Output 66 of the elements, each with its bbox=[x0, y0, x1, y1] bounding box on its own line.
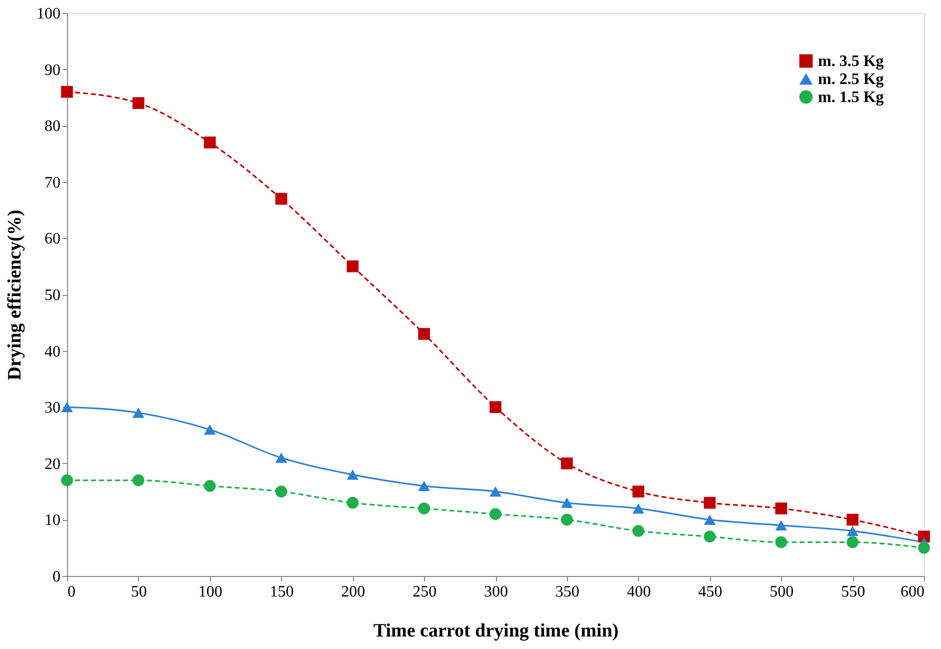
legend-label: m. 1.5 Kg bbox=[818, 89, 884, 106]
x-tick-label: 500 bbox=[770, 584, 794, 600]
point bbox=[561, 498, 573, 508]
point bbox=[775, 536, 788, 548]
y-tick-label: 20 bbox=[44, 456, 60, 473]
point bbox=[346, 496, 359, 509]
point bbox=[490, 401, 502, 414]
point bbox=[418, 480, 430, 492]
point bbox=[418, 328, 430, 340]
point bbox=[490, 486, 502, 497]
x-tick-label: 250 bbox=[412, 584, 437, 600]
point bbox=[418, 502, 430, 514]
point bbox=[775, 520, 788, 530]
point bbox=[846, 514, 858, 526]
point bbox=[632, 503, 644, 514]
x-tick-label: 150 bbox=[270, 584, 294, 600]
point bbox=[704, 530, 716, 542]
y-tick-label: 10 bbox=[44, 512, 60, 530]
x-tick-label: 350 bbox=[555, 584, 580, 600]
y-tick-label: 80 bbox=[44, 118, 60, 136]
y-tick-label: 60 bbox=[44, 230, 60, 248]
point bbox=[204, 424, 216, 435]
legend-label: m. 2.5 Kg bbox=[818, 71, 884, 88]
point bbox=[346, 260, 359, 272]
x-tick-label: 0 bbox=[68, 584, 76, 600]
x-tick-label: 200 bbox=[341, 584, 366, 600]
x-axis-title: Time carrot drying time (min) bbox=[373, 620, 619, 642]
point bbox=[704, 514, 716, 525]
x-tick-label: 50 bbox=[130, 584, 147, 600]
point bbox=[275, 486, 288, 498]
point bbox=[346, 470, 359, 480]
x-tick-label: 550 bbox=[841, 584, 866, 600]
x-tick-label: 100 bbox=[198, 584, 222, 600]
point bbox=[561, 457, 573, 470]
x-tick-label: 300 bbox=[484, 584, 508, 600]
y-tick-label: 40 bbox=[44, 343, 60, 360]
y-tick-label: 100 bbox=[36, 6, 60, 22]
point bbox=[846, 526, 858, 536]
point bbox=[275, 452, 288, 463]
point bbox=[275, 192, 288, 205]
y-tick-label: 0 bbox=[52, 568, 60, 586]
point bbox=[132, 97, 144, 109]
y-tick-label: 70 bbox=[44, 174, 60, 192]
point bbox=[775, 502, 788, 514]
point bbox=[132, 474, 144, 486]
point bbox=[561, 514, 573, 526]
y-tick-label: 50 bbox=[44, 287, 60, 304]
point bbox=[704, 496, 716, 509]
point bbox=[918, 542, 930, 554]
y-tick-label: 30 bbox=[44, 400, 60, 417]
x-tick-label: 450 bbox=[698, 584, 722, 600]
point bbox=[132, 408, 144, 418]
y-tick-label: 90 bbox=[44, 62, 60, 79]
y-axis-title: Drying efficiency(%) bbox=[4, 210, 26, 380]
x-tick-label: 400 bbox=[626, 584, 651, 600]
point bbox=[204, 136, 216, 148]
x-tick-label: 600 bbox=[900, 584, 924, 600]
point bbox=[61, 474, 73, 486]
point bbox=[632, 486, 644, 498]
point bbox=[61, 86, 73, 98]
point bbox=[204, 480, 216, 492]
point bbox=[632, 525, 644, 537]
legend-label: m. 3.5 Kg bbox=[818, 53, 884, 70]
point bbox=[846, 536, 858, 548]
point bbox=[490, 508, 502, 520]
point bbox=[61, 402, 73, 412]
